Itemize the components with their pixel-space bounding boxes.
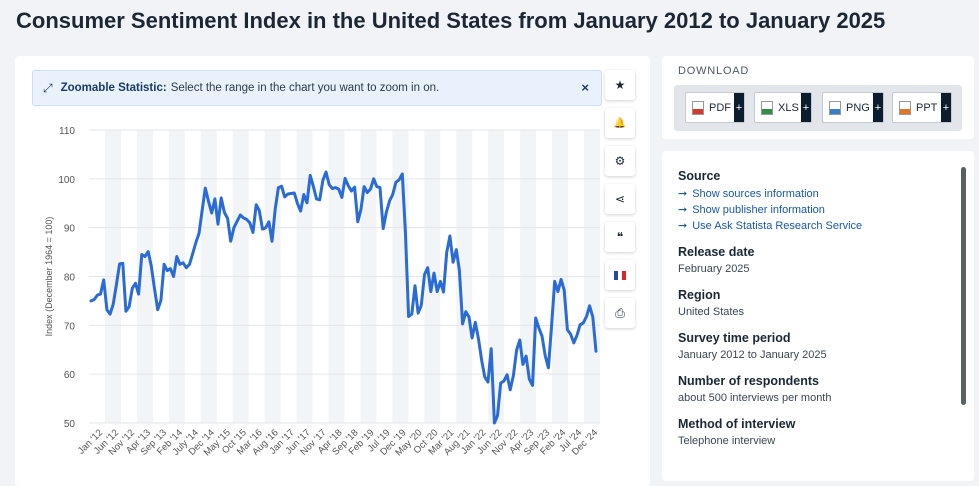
download-png-label: PNG xyxy=(846,101,870,114)
pdf-file-icon xyxy=(692,100,704,115)
show-publisher-link[interactable]: ➞ Show publisher information xyxy=(678,203,948,217)
ppt-file-icon xyxy=(899,100,911,115)
y-tick-label: 110 xyxy=(59,126,75,137)
series-line xyxy=(89,170,598,425)
info-card: Source ➞ Show sources information ➞ Show p… xyxy=(662,151,974,481)
show-sources-label: Show sources information xyxy=(692,187,819,200)
share-icon: ⋖ xyxy=(614,192,626,206)
zoom-text: Select the range in the chart you want t… xyxy=(170,82,440,94)
y-tick-label: 80 xyxy=(64,273,76,284)
arrow-right-icon: ➞ xyxy=(678,188,688,200)
cite-button[interactable]: ❝ xyxy=(605,222,635,252)
y-tick-label: 70 xyxy=(64,321,76,332)
zoom-banner: ⤢ Zoomable Statistic: Select the range i… xyxy=(32,70,602,106)
download-card: DOWNLOAD PDF + XLS + PNG + PPT + xyxy=(662,56,974,139)
settings-button[interactable]: ⚙ xyxy=(605,146,635,176)
quote-icon: ❝ xyxy=(616,230,624,244)
download-pdf-label: PDF xyxy=(709,101,731,114)
arrow-right-icon: ➞ xyxy=(678,204,688,216)
region-value: United States xyxy=(678,306,745,318)
print-button[interactable]: ⎙ xyxy=(605,298,635,328)
download-pdf-button[interactable]: PDF + xyxy=(685,92,745,123)
download-png-button[interactable]: PNG + xyxy=(822,92,884,123)
download-title: DOWNLOAD xyxy=(678,65,750,77)
favorite-button[interactable]: ★ xyxy=(605,70,635,100)
show-sources-link[interactable]: ➞ Show sources information xyxy=(678,187,948,201)
release-date-heading: Release date xyxy=(678,245,755,259)
close-icon[interactable]: × xyxy=(581,80,589,95)
respondents-value: about 500 interviews per month xyxy=(678,392,832,404)
chart-card: ⤢ Zoomable Statistic: Select the range i… xyxy=(15,56,650,486)
survey-period-heading: Survey time period xyxy=(678,331,791,345)
ask-statista-link[interactable]: ➞ Use Ask Statista Research Service xyxy=(678,219,948,233)
show-publisher-label: Show publisher information xyxy=(692,203,825,216)
print-icon: ⎙ xyxy=(615,305,625,320)
y-tick-label: 50 xyxy=(64,419,76,430)
gear-icon: ⚙ xyxy=(614,154,626,168)
plus-icon: + xyxy=(941,93,951,122)
region-heading: Region xyxy=(678,288,721,302)
download-xls-button[interactable]: XLS + xyxy=(754,92,812,123)
info-panel: Source ➞ Show sources information ➞ Show p… xyxy=(678,169,948,460)
flag-icon xyxy=(614,270,626,280)
zoom-label: Zoomable Statistic: xyxy=(60,82,167,94)
png-file-icon xyxy=(829,100,841,115)
page-title: Consumer Sentiment Index in the United S… xyxy=(16,8,886,33)
respondents-heading: Number of respondents xyxy=(678,374,819,388)
download-options: PDF + XLS + PNG + PPT + xyxy=(674,85,962,131)
y-tick-label: 60 xyxy=(64,370,76,381)
interview-method-heading: Method of interview xyxy=(678,417,796,431)
download-xls-label: XLS xyxy=(778,101,799,114)
notification-button[interactable]: 🔔 xyxy=(605,108,635,138)
y-tick-label: 100 xyxy=(58,175,75,186)
scrollbar[interactable] xyxy=(961,167,966,405)
plus-icon: + xyxy=(734,93,744,122)
line-chart[interactable]: 50 60 70 80 90 100 110 Index (December 1964 = 1… xyxy=(15,56,605,486)
arrow-right-icon: ➞ xyxy=(678,220,688,232)
download-ppt-label: PPT xyxy=(916,101,938,114)
tool-column: ★ 🔔 ⚙ ⋖ ❝ ⎙ xyxy=(605,70,635,336)
xls-file-icon xyxy=(761,100,773,115)
star-icon: ★ xyxy=(614,78,626,92)
y-tick-label: 90 xyxy=(64,224,76,235)
survey-period-value: January 2012 to January 2025 xyxy=(678,349,827,361)
ask-statista-label: Use Ask Statista Research Service xyxy=(692,219,863,232)
y-axis-label: Index (December 1964 = 100) xyxy=(44,217,54,337)
plus-icon: + xyxy=(801,93,811,122)
plus-icon: + xyxy=(873,93,883,122)
share-button[interactable]: ⋖ xyxy=(605,184,635,214)
expand-icon: ⤢ xyxy=(43,80,53,95)
bell-icon: 🔔 xyxy=(613,117,627,129)
language-button[interactable] xyxy=(605,260,635,290)
interview-method-value: Telephone interview xyxy=(678,435,776,447)
source-heading: Source xyxy=(678,169,721,183)
release-date-value: February 2025 xyxy=(678,263,750,275)
download-ppt-button[interactable]: PPT + xyxy=(892,92,952,123)
